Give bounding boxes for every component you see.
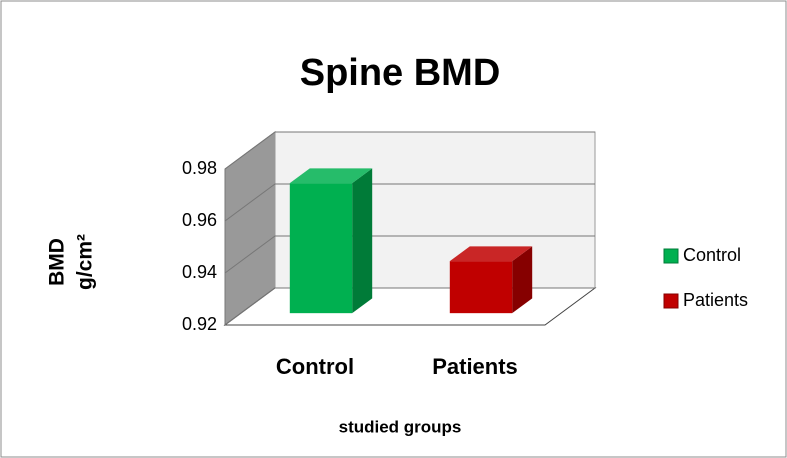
bar-top (449, 246, 533, 262)
y-axis-label: g/cm² (74, 234, 97, 290)
legend-swatch (663, 248, 679, 264)
y-tick-label: 0.92 (182, 314, 217, 334)
grid-line (224, 131, 595, 170)
grid-line (224, 183, 595, 222)
legend-swatch (663, 293, 679, 309)
y-tick-label: 0.94 (182, 262, 217, 282)
x-axis-label: studied groups (339, 417, 462, 436)
bar (289, 183, 353, 314)
legend-label: Control (683, 245, 741, 265)
legend-label: Patients (683, 290, 748, 310)
x-tick-label: Control (276, 354, 354, 379)
floor (223, 287, 597, 326)
bar-top (289, 168, 373, 184)
grid-line (224, 235, 595, 274)
bar-side (352, 168, 373, 314)
y-axis-label: BMD (46, 238, 69, 286)
bar-side (512, 246, 533, 314)
y-tick-label: 0.98 (182, 158, 217, 178)
x-tick-label: Patients (432, 354, 518, 379)
bar (449, 261, 513, 314)
y-tick-label: 0.96 (182, 210, 217, 230)
chart-title: Spine BMD (300, 52, 501, 94)
